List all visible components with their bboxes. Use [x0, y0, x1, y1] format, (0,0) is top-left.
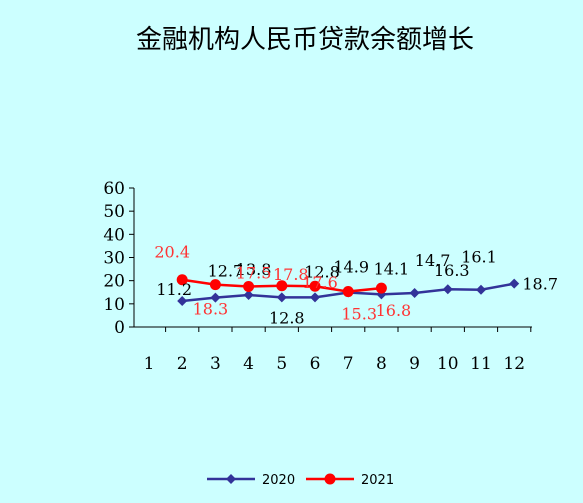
legend-marker [226, 474, 236, 484]
data-label: 17.5 [236, 263, 272, 282]
data-point-marker [276, 292, 287, 303]
x-tick-label: 3 [210, 354, 221, 374]
data-point-marker [309, 280, 321, 292]
data-point-marker [209, 279, 221, 291]
chart-legend: 2020 2021 [207, 473, 394, 488]
data-point-marker [210, 292, 221, 303]
x-tick-label: 2 [177, 354, 188, 374]
chart-data-labels: 11.212.713.812.812.814.9 14.1 14.716.316.1… [154, 243, 558, 328]
data-point-marker [476, 284, 486, 295]
legend-label: 2021 [361, 473, 394, 488]
y-tick-label: 10 [103, 295, 125, 315]
x-tick-label: 9 [409, 354, 420, 374]
y-tick-label: 50 [103, 202, 125, 222]
data-label: 14.1 [374, 259, 410, 278]
data-point-marker [243, 280, 255, 292]
chart-series [176, 274, 520, 307]
data-point-marker [509, 278, 520, 289]
data-label: 11.2 [156, 280, 192, 299]
data-label: 17.8 [273, 265, 309, 284]
data-label: 16.3 [434, 261, 470, 280]
data-point-marker [276, 280, 288, 292]
legend-label: 2020 [262, 473, 295, 488]
data-point-marker [243, 290, 254, 301]
x-tick-label: 11 [470, 354, 492, 374]
y-tick-label: 20 [103, 272, 125, 292]
data-label: 18.3 [193, 300, 229, 319]
data-label: 12.8 [269, 308, 305, 327]
legend-item-2021: 2021 [306, 473, 394, 488]
data-point-marker [409, 287, 420, 298]
legend-marker [324, 473, 336, 485]
data-label: 12.7 [208, 262, 244, 281]
data-label: 20.4 [154, 243, 190, 262]
x-tick-label: 8 [376, 354, 387, 374]
x-tick-label: 12 [503, 354, 525, 374]
data-point-marker [375, 282, 387, 294]
data-label: 16.8 [376, 301, 412, 320]
data-label: 17.6 [302, 273, 338, 292]
x-tick-label: 6 [310, 354, 321, 374]
data-label: 16.1 [461, 248, 497, 267]
y-tick-label: 30 [103, 249, 125, 269]
x-tick-label: 7 [343, 354, 354, 374]
data-label: 14.9 [333, 257, 369, 276]
y-tick-label: 0 [114, 318, 125, 338]
y-tick-label: 60 [103, 179, 125, 199]
data-point-marker [176, 274, 188, 286]
data-point-marker [177, 296, 188, 307]
data-point-marker [342, 286, 354, 298]
x-tick-label: 5 [276, 354, 287, 374]
data-label: 14.7 [415, 251, 451, 270]
data-point-marker [310, 292, 320, 303]
x-tick-label: 1 [144, 354, 155, 374]
data-point-marker [442, 284, 453, 295]
y-tick-label: 40 [103, 225, 125, 245]
x-tick-label: 4 [243, 354, 254, 374]
data-label: 18.7 [522, 275, 558, 294]
series-2021 [176, 274, 387, 298]
data-label: 15.3 [341, 305, 377, 324]
legend-item-2020: 2020 [207, 473, 295, 488]
chart-title: 金融机构人民币贷款余额增长 [136, 25, 474, 55]
x-tick-label: 10 [437, 354, 459, 374]
data-label: 13.8 [236, 260, 272, 279]
data-label: 12.8 [304, 262, 340, 281]
